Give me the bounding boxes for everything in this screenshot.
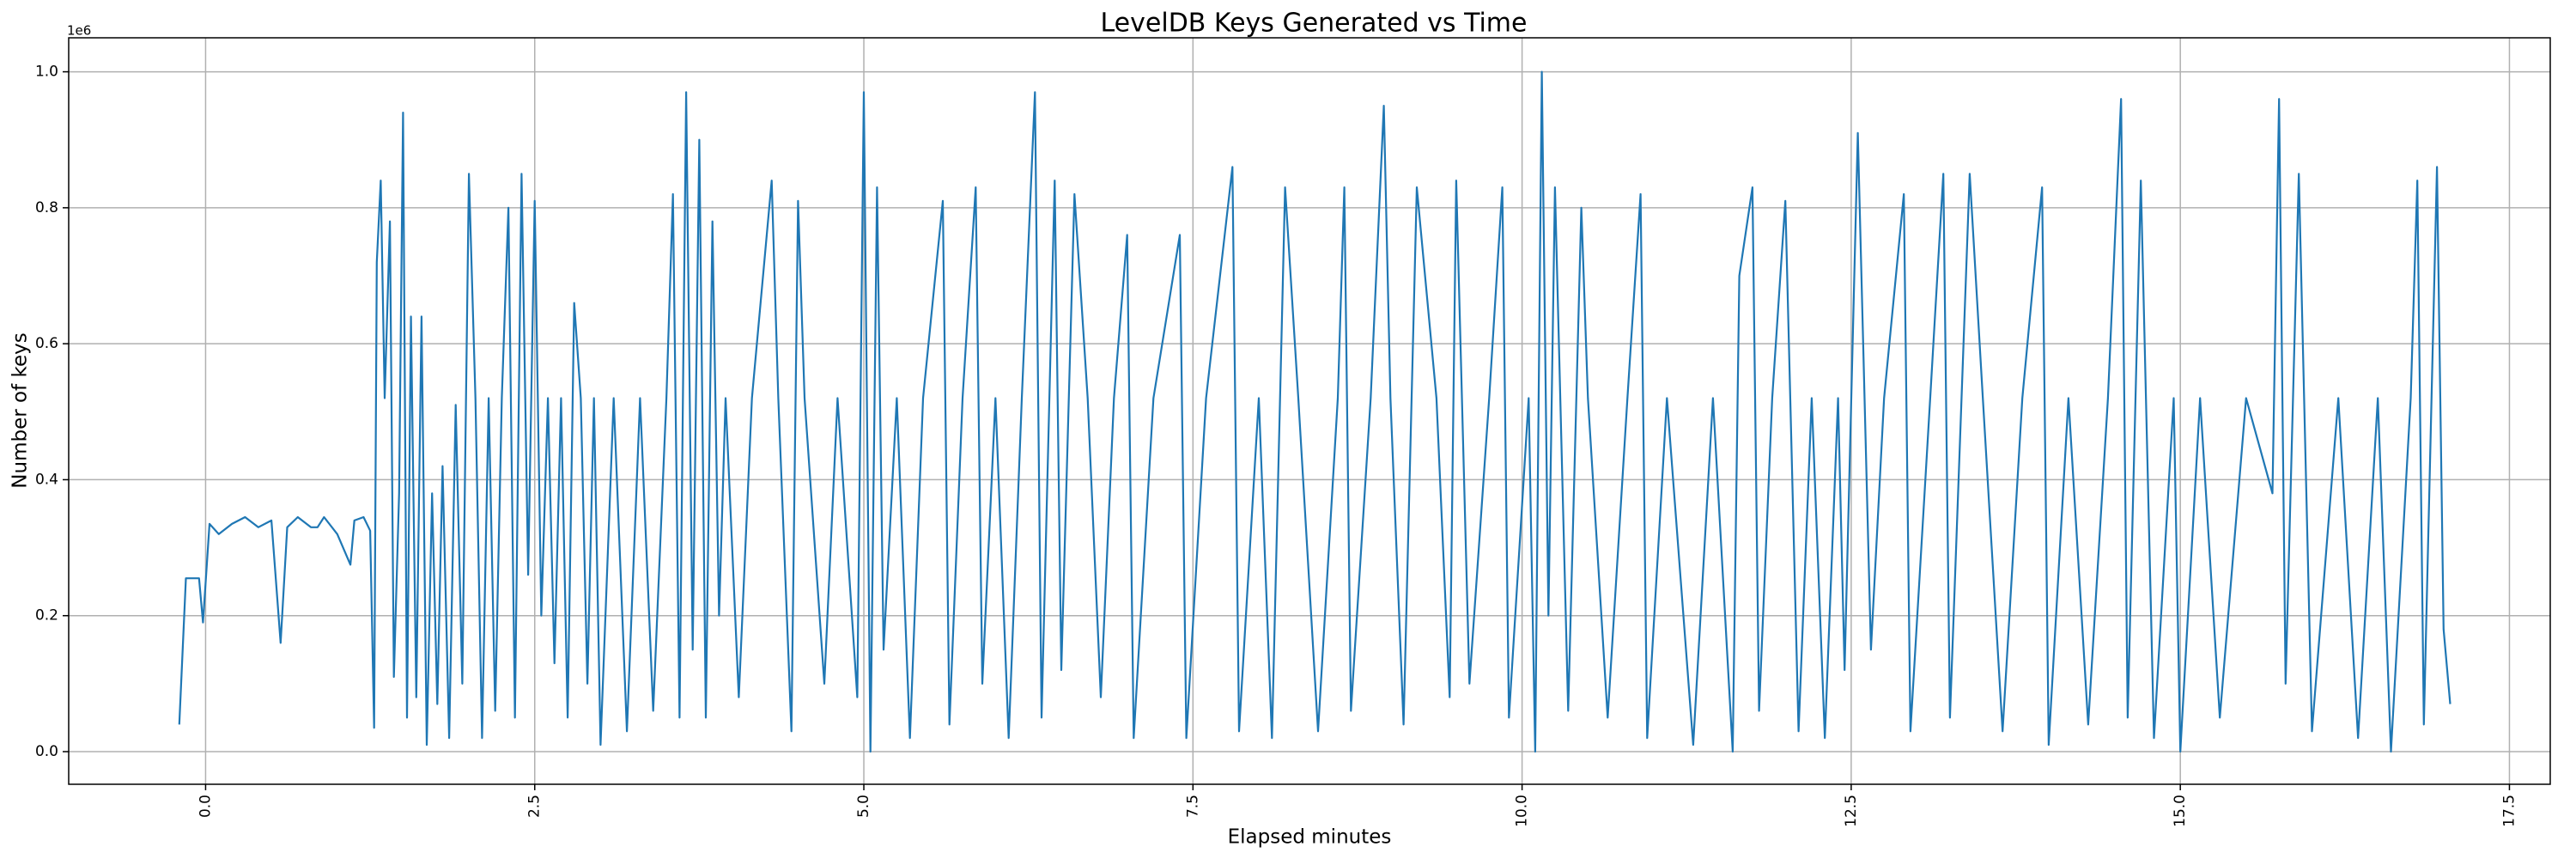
x-tick-label: 12.5 bbox=[1843, 795, 1860, 827]
y-tick-label: 1.0 bbox=[35, 64, 58, 81]
x-tick-label: 17.5 bbox=[2500, 795, 2518, 827]
y-tick-label: 0.4 bbox=[35, 471, 58, 488]
y-tick-label: 0.0 bbox=[35, 743, 58, 760]
x-tick-label: 0.0 bbox=[197, 795, 214, 818]
x-tick-label: 15.0 bbox=[2172, 795, 2189, 827]
y-tick-label: 0.8 bbox=[35, 199, 58, 216]
chart-title: LevelDB Keys Generated vs Time bbox=[1101, 9, 1528, 39]
y-axis-label: Number of keys bbox=[9, 332, 32, 488]
y-tick-label: 0.6 bbox=[35, 335, 58, 352]
plot-frame bbox=[68, 37, 2551, 785]
y-offset-label: 1e6 bbox=[67, 23, 91, 39]
x-tick-label: 10.0 bbox=[1514, 795, 1531, 827]
y-tick-label: 0.2 bbox=[35, 607, 58, 624]
x-tick-label: 7.5 bbox=[1184, 795, 1201, 818]
data-line bbox=[178, 70, 2451, 753]
x-tick-label: 5.0 bbox=[855, 795, 872, 818]
x-axis-label: Elapsed minutes bbox=[1228, 826, 1392, 849]
x-tick-label: 2.5 bbox=[526, 795, 544, 818]
